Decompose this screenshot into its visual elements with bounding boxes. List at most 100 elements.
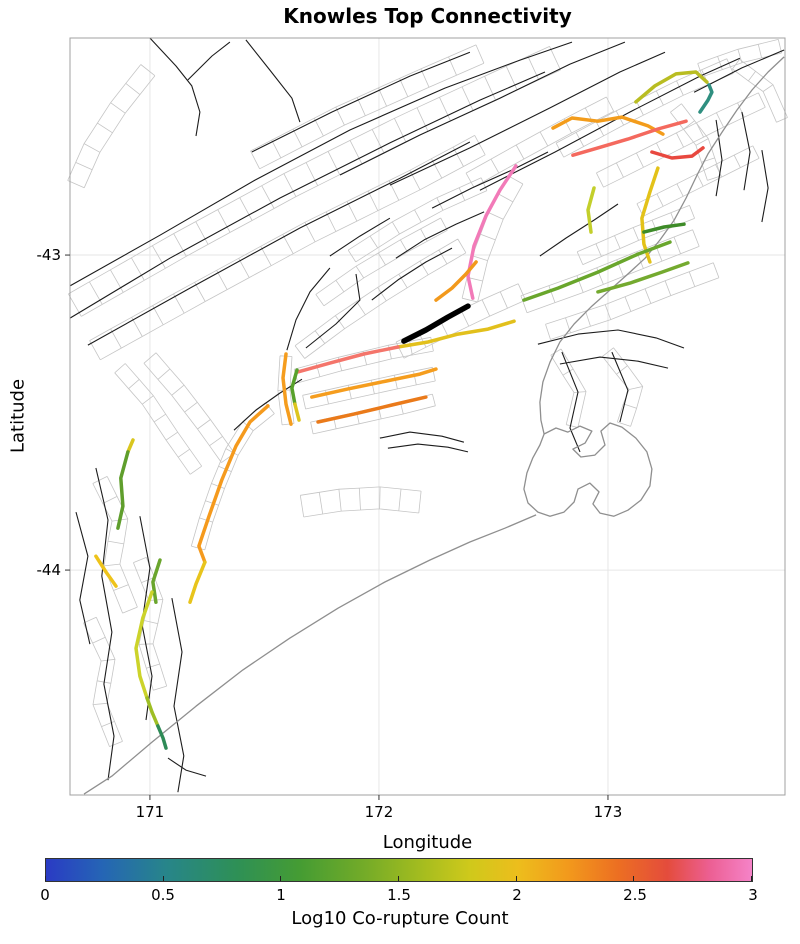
colorbar-tick-label: 1 [276,886,286,904]
rupture-line-gold-west-lower [188,560,207,604]
colorbar-gradient [46,859,752,881]
x-tick-label: 173 [594,803,623,820]
fault-section-chain [545,262,720,340]
x-axis-label: Longitude [382,832,473,853]
rupture-line-orange-central-1 [310,367,438,399]
colorbar-tick-mark [398,876,399,881]
fault-trace [559,356,669,369]
rupture-line-yellowgreen-mid-east [586,186,596,234]
colorbar-tick-row: 0 0.5 1 1.5 2 2.5 3 [40,886,758,906]
colorbar-tick-label: 2 [512,886,522,904]
fault-section-chain [83,616,123,747]
rupture-line-yellowgreen-southwest [145,696,160,728]
colorbar-tick-mark [280,876,282,881]
rupture-line-salmon-north [571,119,688,157]
fault-section-chain [520,229,700,314]
fault-section-chain [670,103,722,181]
fault-trace [715,119,723,197]
rupture-line-yellow-southwest [134,590,154,700]
rupture-line-orange-west-vertical [281,352,293,426]
fault-trace [95,467,115,781]
fault-trace [761,150,769,223]
rupture-line-orange-porters [197,404,270,564]
fault-section-chain [697,39,782,78]
fault-trace [87,141,471,346]
rupture-line-black-highlight [401,303,471,344]
colorbar-tick-mark [751,876,752,881]
fault-section-chain [395,283,526,359]
fault-section-chain [92,476,138,614]
rupture-line-teal-southwest [156,724,168,750]
fault-section-chain [465,96,615,188]
rupture-line-orange-north [551,115,665,136]
y-tick-label: -43 [37,246,62,264]
plot-frame [69,37,786,796]
rupture-line-pink-central [466,164,518,300]
fault-section-chain [67,64,156,189]
colorbar-tick-mark [162,876,164,881]
fault-trace [305,273,361,349]
fault-trace [379,431,465,443]
fault-trace [187,41,231,81]
rupture-line-darkgreen-east [642,222,686,234]
colorbar-tick-label: 0.5 [151,886,175,904]
x-tick-label: 172 [365,803,394,820]
fault-section-chain [602,347,644,427]
fault-trace [741,111,751,191]
colorbar-label: Log10 Co-rupture Count [291,908,509,929]
fault-trace [69,41,573,287]
colorbar-tick-label: 3 [748,886,758,904]
colorbar-tick-label: 2.5 [623,886,647,904]
rupture-line-salmon-central [296,345,400,374]
rupture-line-olive-north [634,70,709,104]
rupture-line-green-east-lower [596,261,690,294]
fault-trace [371,247,453,301]
map-plot-svg: 171 172 173 -43 -44 [37,37,788,820]
banks-peninsula [523,422,653,517]
fault-section-chain [576,205,695,265]
fault-section-chain [114,363,203,475]
rupture-line-gold-farwest-tip [126,438,135,454]
fault-trace [339,41,626,176]
fault-trace [75,511,91,645]
fault-trace [539,203,619,257]
fault-trace [389,51,666,186]
fault-section-chain [250,44,485,170]
colorbar-tick-label: 0 [40,886,50,904]
fault-trace [245,39,301,123]
fault-trace [329,217,391,257]
coast-north [539,56,785,435]
fault-section-chain [302,366,436,410]
rupture-line-green-east-upper [522,240,672,302]
rupture-line-green-west-small [151,558,162,604]
fault-section-chain [68,46,561,317]
fault-trace [431,151,549,209]
fault-trace [387,443,469,453]
colorbar-tick-mark [45,876,46,881]
colorbar [45,858,753,882]
rupture-line-red-northeast [650,146,705,160]
rupture-line-gold-central [396,319,516,349]
fault-trace [171,597,185,793]
rupture-line-green-farwest [116,450,130,530]
rupture-line-orange-central-2 [316,395,428,424]
fault-trace [149,37,201,137]
fault-trace [395,211,485,259]
fault-section-chain [596,92,766,188]
fault-section-chain [89,135,486,361]
chart-title: Knowles Top Connectivity [283,4,572,28]
rupture-line-gold-central-west [293,402,301,422]
fault-trace [251,51,471,153]
colorbar-tick-mark [515,876,517,881]
colorbar-tick-label: 1.5 [387,886,411,904]
colorbar-tick-mark [633,876,635,881]
rupture-line-teal-kaikoura [698,83,714,114]
fault-trace [611,351,629,423]
fault-trace [537,329,685,349]
fault-trace [561,351,581,453]
fault-section-chain [143,352,235,463]
fault-section-chain [550,348,587,428]
coast-south [83,514,537,795]
fault-trace [167,757,207,777]
rupture-line-gold-west-small [94,554,118,588]
